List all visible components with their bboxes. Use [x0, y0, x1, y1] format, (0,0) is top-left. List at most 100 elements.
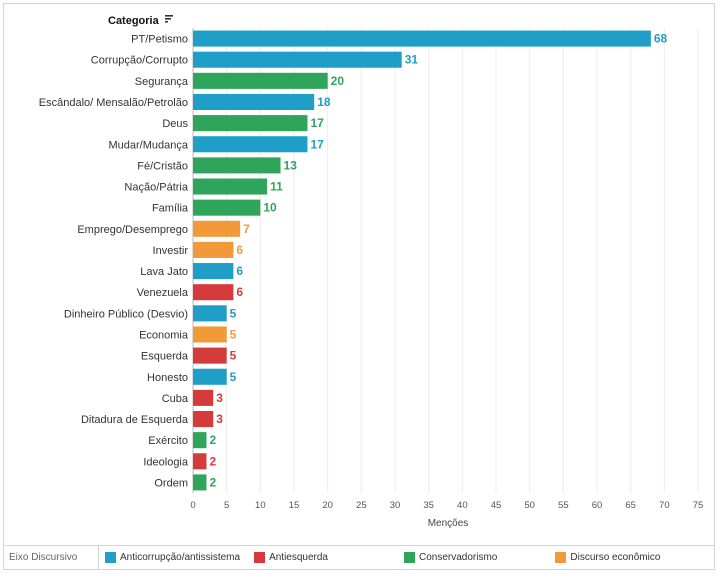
legend-swatch — [404, 552, 415, 563]
bar-value-label: 13 — [284, 158, 298, 172]
bar-value-label: 11 — [270, 180, 283, 194]
bar-value-label: 3 — [216, 412, 223, 426]
category-label: Lava Jato — [140, 266, 188, 278]
category-label: Mudar/Mudança — [109, 139, 189, 151]
legend-swatch — [555, 552, 567, 563]
bar-value-label: 3 — [216, 391, 223, 405]
bar-value-label: 5 — [230, 349, 237, 363]
bar[interactable] — [193, 157, 281, 174]
bar[interactable] — [193, 178, 268, 195]
bar[interactable] — [193, 389, 214, 406]
bar-value-label: 2 — [209, 454, 216, 468]
bar-value-label: 6 — [236, 264, 243, 278]
sort-icon[interactable] — [165, 15, 173, 23]
legend-swatch — [254, 552, 266, 563]
x-tick-label: 40 — [457, 500, 468, 511]
x-tick-label: 55 — [558, 500, 569, 511]
bar-value-label: 68 — [654, 32, 668, 46]
legend-item[interactable]: Discurso econômico — [555, 552, 660, 563]
bar[interactable] — [193, 347, 227, 364]
category-label: Exército — [148, 435, 188, 447]
category-label: Emprego/Desemprego — [77, 224, 188, 236]
category-label: Honesto — [147, 372, 188, 384]
bar-value-label: 17 — [310, 116, 324, 130]
x-tick-label: 20 — [322, 500, 333, 511]
category-label: Ideologia — [143, 456, 189, 468]
bar-value-label: 6 — [236, 243, 243, 257]
legend-item[interactable]: Antiesquerda — [254, 552, 328, 563]
bar[interactable] — [193, 241, 234, 258]
x-tick-label: 15 — [289, 500, 300, 511]
category-label: Segurança — [135, 76, 189, 88]
bar-value-label: 31 — [405, 53, 419, 67]
bar-value-label: 5 — [230, 306, 237, 320]
bar[interactable] — [193, 199, 261, 216]
bar[interactable] — [193, 284, 234, 301]
x-tick-label: 25 — [356, 500, 367, 511]
category-label: Investir — [153, 245, 189, 257]
legend-label: Antiesquerda — [269, 552, 328, 563]
category-label: Economia — [139, 329, 189, 341]
bar[interactable] — [193, 326, 227, 343]
x-tick-label: 45 — [491, 500, 502, 511]
category-label: Fé/Cristão — [137, 160, 188, 172]
bar-value-label: 2 — [209, 475, 216, 489]
bar[interactable] — [193, 30, 651, 47]
legend-swatch — [105, 552, 116, 563]
legend: Eixo Discursivo Anticorrupção/antissiste… — [3, 545, 715, 569]
chart-frame — [3, 3, 715, 570]
category-label: Corrupção/Corrupto — [91, 55, 188, 67]
bar[interactable] — [193, 453, 207, 470]
category-label: Ordem — [154, 477, 188, 489]
bar[interactable] — [193, 72, 328, 89]
bar[interactable] — [193, 474, 207, 491]
x-tick-label: 0 — [190, 500, 195, 511]
x-axis: 0 5 10 15 20 25 30 35 40 45 50 55 60 65 70 75 — [190, 500, 703, 511]
bar-value-label: 5 — [230, 370, 237, 384]
x-axis-title: Menções — [428, 518, 469, 529]
bar[interactable] — [193, 51, 402, 68]
category-label: PT/Petismo — [131, 34, 188, 46]
bar-value-label: 10 — [263, 201, 277, 215]
x-tick-label: 5 — [224, 500, 229, 511]
category-label: Dinheiro Público (Desvio) — [64, 308, 188, 320]
bar[interactable] — [193, 115, 308, 132]
x-tick-label: 65 — [625, 500, 636, 511]
x-tick-label: 50 — [524, 500, 535, 511]
bar-value-label: 6 — [236, 285, 243, 299]
bar[interactable] — [193, 432, 207, 449]
x-tick-label: 70 — [659, 500, 670, 511]
category-label: Cuba — [162, 393, 189, 405]
grid-lines — [192, 28, 699, 493]
bar-value-label: 7 — [243, 222, 250, 236]
bars: PT/Petismo 68 Corrupção/Corrupto 31 Seguranç… — [39, 30, 668, 491]
legend-item[interactable]: Conservadorismo — [404, 552, 497, 563]
x-tick-label: 35 — [423, 500, 434, 511]
category-label: Esquerda — [141, 351, 189, 363]
legend-label: Discurso econômico — [570, 552, 661, 563]
bar-value-label: 2 — [209, 433, 216, 447]
category-label: Família — [152, 203, 189, 215]
x-tick-label: 30 — [390, 500, 401, 511]
x-tick-label: 60 — [592, 500, 603, 511]
bar[interactable] — [193, 93, 315, 111]
bar[interactable] — [193, 220, 241, 237]
bar[interactable] — [193, 305, 227, 322]
bar[interactable] — [193, 368, 227, 385]
bar[interactable] — [193, 263, 234, 280]
bar-value-label: 5 — [230, 327, 237, 341]
category-header: Categoria — [108, 15, 160, 27]
legend-label: Anticorrupção/antissistema — [120, 552, 241, 563]
legend-item[interactable]: Anticorrupção/antissistema — [105, 552, 240, 563]
bar[interactable] — [193, 136, 308, 153]
bar[interactable] — [193, 410, 214, 428]
x-tick-label: 75 — [693, 500, 704, 511]
category-label: Deus — [162, 118, 188, 130]
bar-value-label: 17 — [310, 137, 324, 151]
x-tick-label: 10 — [255, 500, 266, 511]
bar-value-label: 18 — [317, 95, 331, 109]
legend-items: Anticorrupção/antissistema Antiesquerda Co… — [99, 552, 660, 563]
category-label: Ditadura de Esquerda — [81, 414, 189, 426]
category-label: Venezuela — [137, 287, 189, 299]
